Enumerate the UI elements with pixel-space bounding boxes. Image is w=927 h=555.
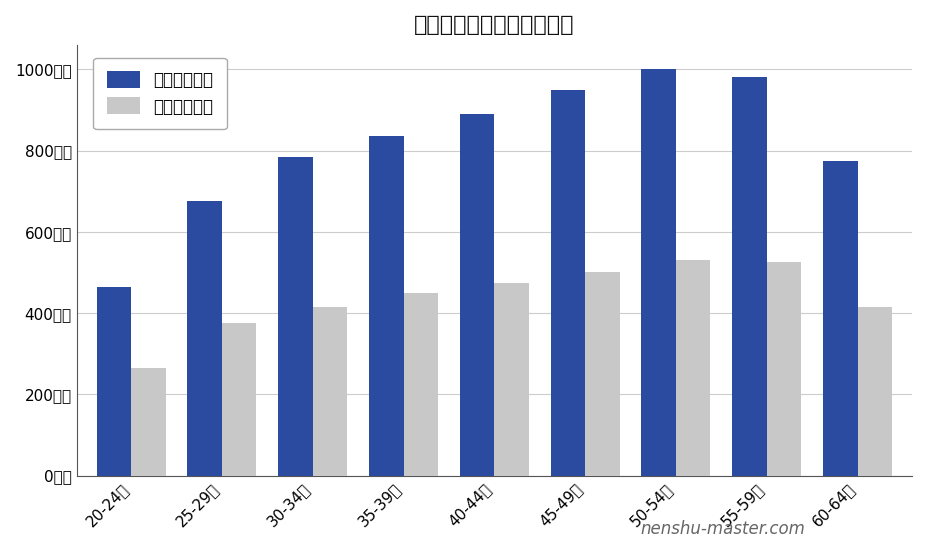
Bar (676, 260, 710, 476)
Bar (641, 69, 676, 476)
Bar (767, 263, 801, 476)
Bar (823, 161, 857, 476)
Legend: 想定平均年収, 全国平均年収: 想定平均年収, 全国平均年収 (94, 58, 226, 129)
Bar (222, 323, 257, 476)
Text: nenshu-master.com: nenshu-master.com (641, 521, 806, 538)
Bar (494, 282, 528, 476)
Title: ダイセルの年齢別平均年収: ダイセルの年齢別平均年収 (414, 15, 575, 35)
Bar (403, 292, 438, 476)
Bar (96, 286, 131, 476)
Bar (585, 273, 619, 476)
Bar (278, 157, 312, 476)
Bar (312, 307, 348, 476)
Bar (732, 77, 767, 476)
Bar (551, 89, 585, 476)
Bar (857, 307, 892, 476)
Bar (187, 201, 222, 476)
Bar (131, 368, 166, 476)
Bar (369, 137, 403, 476)
Bar (460, 114, 494, 476)
